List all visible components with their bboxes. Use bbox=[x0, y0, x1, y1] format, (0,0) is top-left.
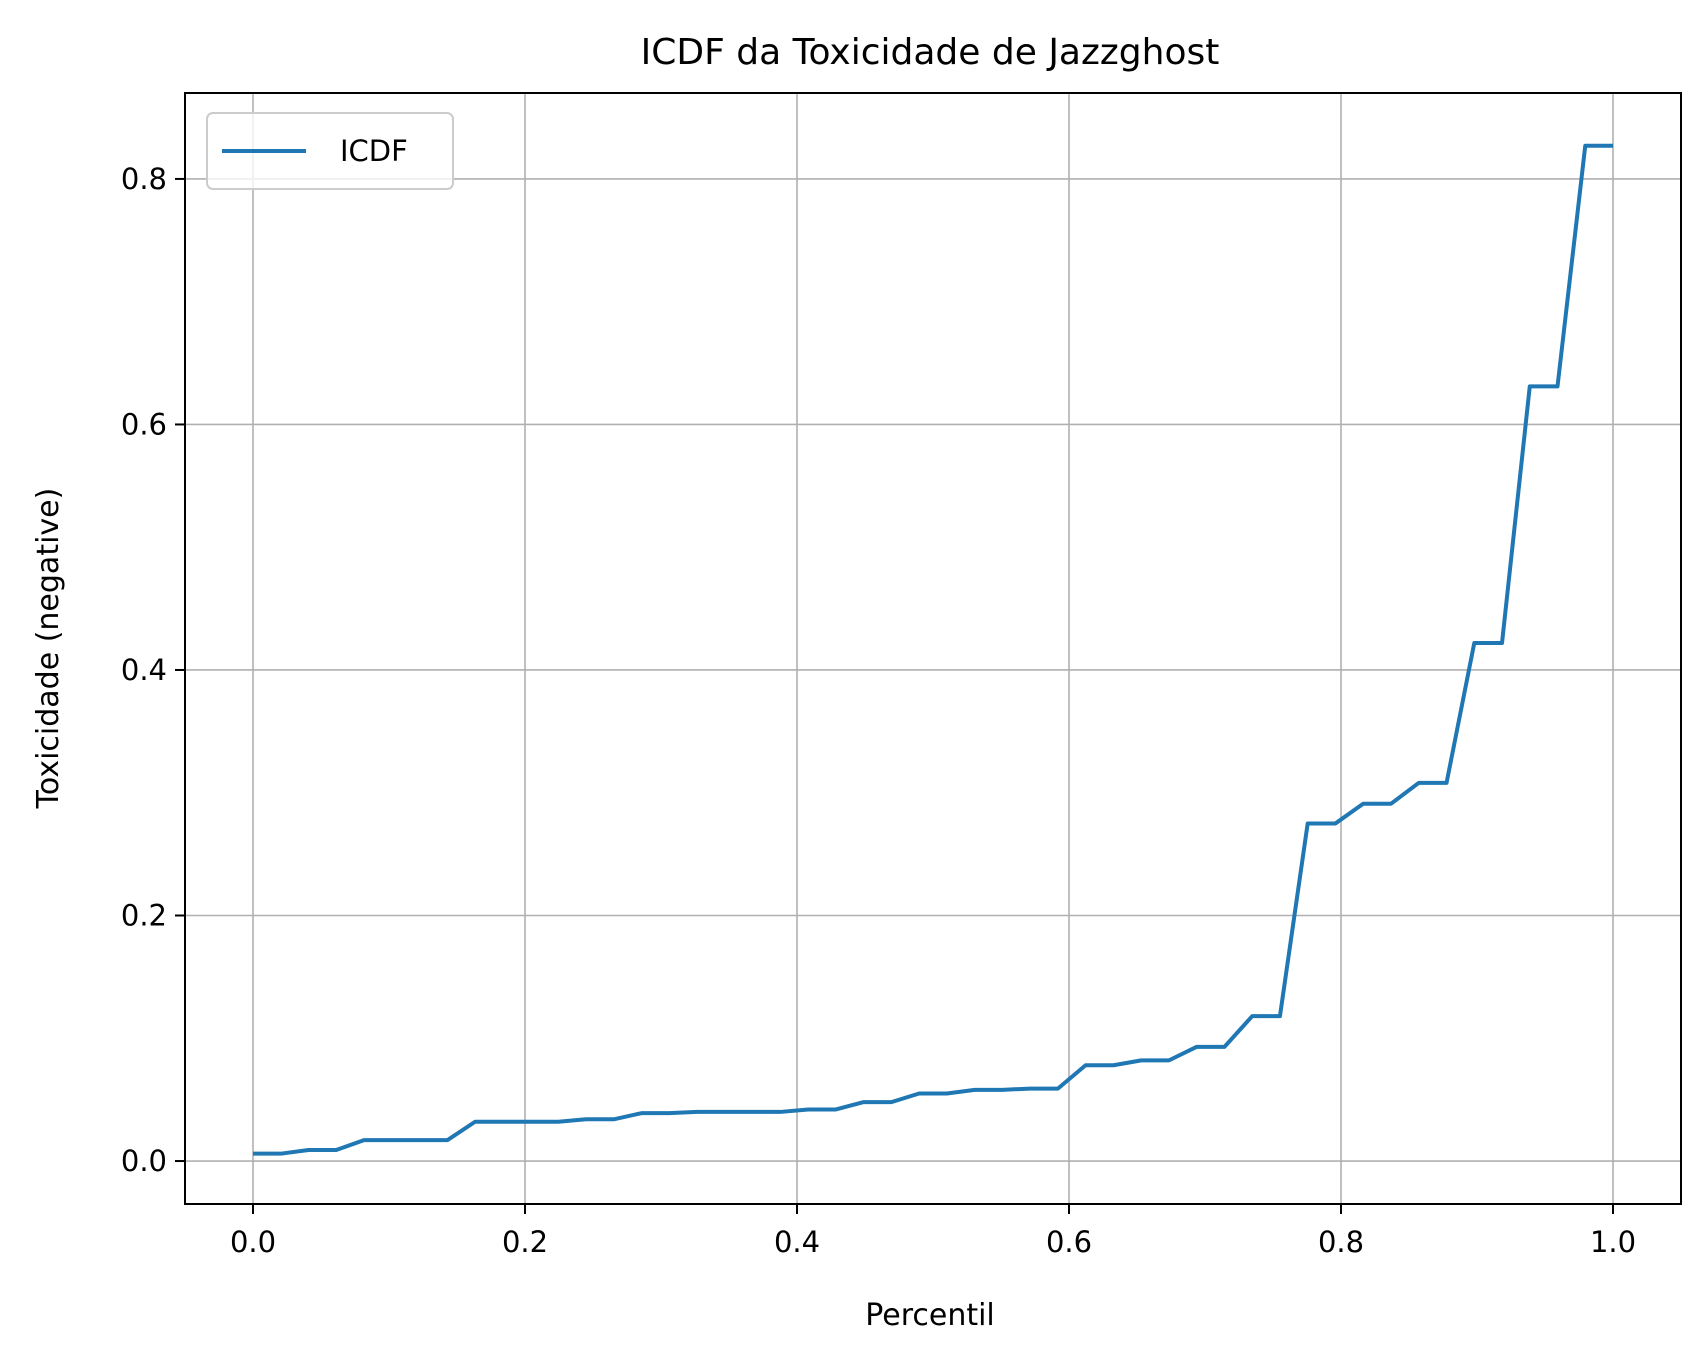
y-tick-label: 0.4 bbox=[121, 653, 167, 687]
legend-box bbox=[206, 112, 454, 190]
x-tick-label: 0.0 bbox=[230, 1225, 276, 1259]
chart-title: ICDF da Toxicidade de Jazzghost bbox=[641, 32, 1220, 73]
series-layer bbox=[253, 143, 1613, 1156]
y-axis: 0.0 0.2 0.4 0.6 0.8 bbox=[121, 162, 185, 1178]
legend-label: ICDF bbox=[340, 134, 408, 168]
x-axis: 0.0 0.2 0.4 0.6 0.8 1.0 bbox=[230, 1204, 1636, 1259]
y-tick-label: 0.6 bbox=[121, 407, 167, 441]
x-tick-label: 0.8 bbox=[1318, 1225, 1364, 1259]
y-axis-label: Toxicidade (negative) bbox=[31, 488, 66, 810]
x-axis-label: Percentil bbox=[865, 1298, 995, 1333]
icdf-series-line bbox=[253, 143, 1613, 1156]
x-tick-label: 0.4 bbox=[774, 1225, 820, 1259]
x-tick-label: 0.6 bbox=[1046, 1225, 1092, 1259]
legend: ICDF bbox=[206, 112, 454, 190]
y-tick-label: 0.8 bbox=[121, 162, 167, 196]
x-tick-label: 1.0 bbox=[1590, 1225, 1636, 1259]
y-tick-label: 0.2 bbox=[121, 899, 167, 933]
plot-area-frame bbox=[184, 92, 1682, 1205]
x-tick-label: 0.2 bbox=[502, 1225, 548, 1259]
y-tick-label: 0.0 bbox=[121, 1144, 167, 1178]
